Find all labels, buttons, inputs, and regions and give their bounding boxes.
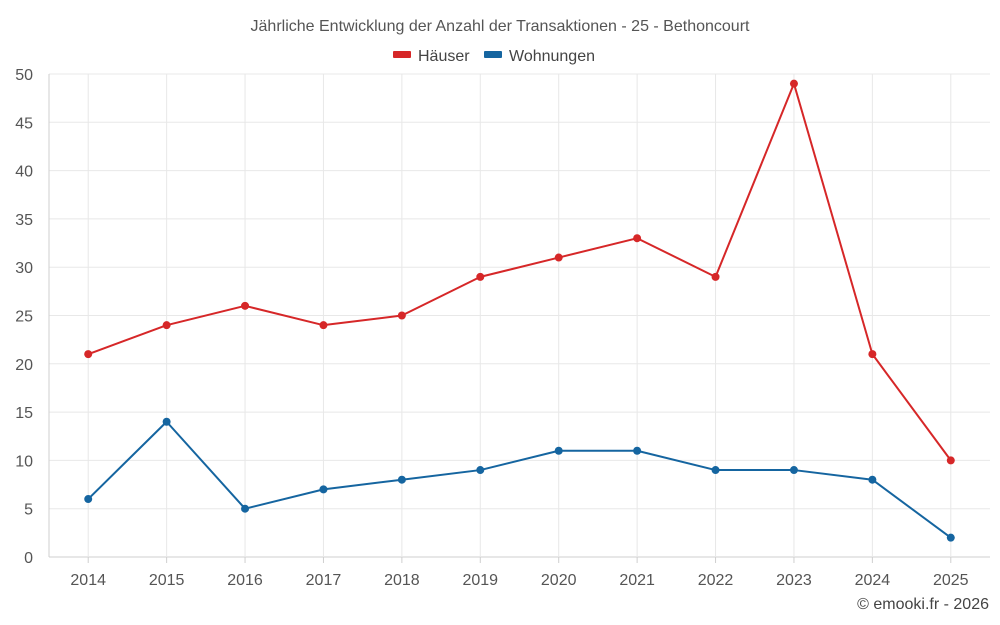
data-point-wohnungen[interactable] — [397, 475, 406, 484]
data-point-hauser[interactable] — [162, 321, 171, 330]
data-point-wohnungen[interactable] — [162, 417, 171, 426]
x-tick-label: 2017 — [306, 572, 342, 589]
y-tick-label: 40 — [15, 164, 33, 181]
data-point-hauser[interactable] — [554, 253, 563, 262]
y-tick-label: 25 — [15, 309, 33, 326]
x-tick-label: 2025 — [933, 572, 969, 589]
x-tick-label: 2019 — [462, 572, 498, 589]
series-line-hauser[interactable] — [87, 82, 952, 461]
chart-title: Jährliche Entwicklung der Anzahl der Tra… — [251, 18, 751, 35]
data-point-wohnungen[interactable] — [789, 466, 798, 475]
data-point-wohnungen[interactable] — [319, 485, 328, 494]
x-tick-label: 2022 — [698, 572, 734, 589]
data-point-hauser[interactable] — [946, 456, 955, 465]
data-point-hauser[interactable] — [789, 79, 798, 88]
legend-swatch-wohnungen[interactable] — [484, 51, 502, 58]
y-tick-label: 10 — [15, 453, 33, 470]
y-tick-label: 35 — [15, 212, 33, 229]
legend-label-wohnungen[interactable]: Wohnungen — [509, 48, 595, 65]
y-tick-label: 50 — [15, 67, 33, 84]
data-point-hauser[interactable] — [319, 321, 328, 330]
series-group — [84, 79, 955, 542]
x-tick-label: 2014 — [70, 572, 106, 589]
data-point-hauser[interactable] — [868, 350, 877, 359]
y-axis: 0 5 10 15 20 25 30 35 40 45 50 — [15, 67, 33, 567]
legend: Häuser Wohnungen — [393, 48, 595, 65]
data-point-hauser[interactable] — [711, 272, 720, 281]
data-point-wohnungen[interactable] — [946, 533, 955, 542]
data-point-hauser[interactable] — [397, 311, 406, 320]
data-point-wohnungen[interactable] — [633, 446, 642, 455]
x-tick-label: 2016 — [227, 572, 263, 589]
y-tick-label: 15 — [15, 405, 33, 422]
data-point-hauser[interactable] — [476, 272, 485, 281]
y-tick-label: 45 — [15, 115, 33, 132]
data-point-wohnungen[interactable] — [84, 495, 93, 504]
legend-swatch-hauser[interactable] — [393, 51, 411, 58]
legend-label-hauser[interactable]: Häuser — [418, 48, 470, 65]
data-point-hauser[interactable] — [84, 350, 93, 359]
y-tick-label: 20 — [15, 357, 33, 374]
data-point-wohnungen[interactable] — [476, 466, 485, 475]
data-point-wohnungen[interactable] — [241, 504, 250, 513]
data-point-wohnungen[interactable] — [868, 475, 877, 484]
x-tick-label: 2021 — [619, 572, 655, 589]
y-tick-label: 0 — [24, 550, 33, 567]
x-tick-label: 2023 — [776, 572, 812, 589]
credit-text: © emooki.fr - 2026 — [857, 596, 989, 613]
x-tick-label: 2024 — [855, 572, 891, 589]
data-point-wohnungen[interactable] — [554, 446, 563, 455]
y-tick-label: 30 — [15, 260, 33, 277]
x-tick-label: 2020 — [541, 572, 577, 589]
x-tick-label: 2018 — [384, 572, 420, 589]
x-axis: 2014 2015 2016 2017 2018 2019 2020 2021 2022 2023… — [70, 572, 968, 589]
y-tick-label: 5 — [24, 502, 33, 519]
data-point-hauser[interactable] — [633, 234, 642, 243]
data-point-hauser[interactable] — [241, 301, 250, 310]
data-point-wohnungen[interactable] — [711, 466, 720, 475]
series-line-wohnungen[interactable] — [87, 420, 952, 539]
x-tick-label: 2015 — [149, 572, 185, 589]
